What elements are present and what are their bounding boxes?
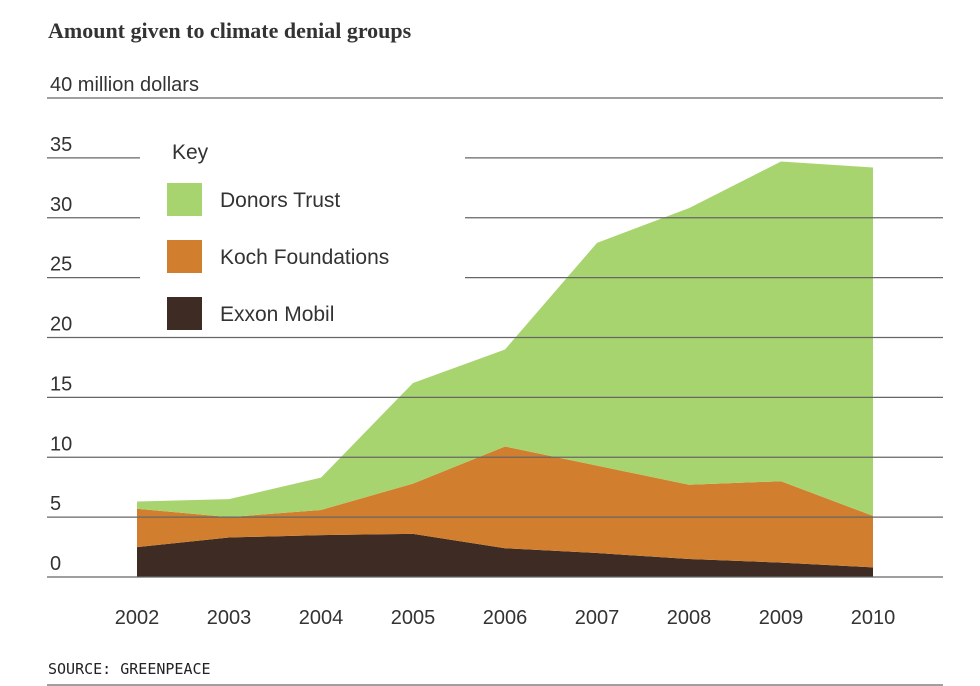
legend-title: Key (172, 141, 209, 164)
source: SOURCE: GREENPEACE (48, 660, 211, 678)
x-tick-label: 2010 (851, 607, 896, 629)
x-tick-label: 2005 (391, 607, 436, 629)
y-tick-label: 30 (50, 194, 72, 216)
area (137, 161, 873, 518)
x-tick-label: 2002 (115, 607, 160, 629)
area (137, 533, 873, 577)
legend-swatch (167, 183, 202, 216)
y-tick-label: 0 (50, 553, 61, 575)
legend-label: Koch Foundations (220, 246, 389, 269)
x-tick-label: 2009 (759, 607, 804, 629)
y-tick-label: 15 (50, 373, 72, 395)
y-tick-label: 35 (50, 134, 72, 156)
legend-swatch (167, 240, 202, 273)
x-tick-label: 2004 (299, 607, 344, 629)
x-tick-label: 2007 (575, 607, 620, 629)
x-tick-label: 2003 (207, 607, 252, 629)
y-tick-label: 20 (50, 314, 72, 336)
area (137, 446, 873, 568)
y-tick-label: 5 (50, 493, 61, 515)
x-tick-label: 2008 (667, 607, 712, 629)
legend-label: Donors Trust (220, 189, 340, 212)
legend-swatch (167, 297, 202, 330)
y-tick-label: 10 (50, 433, 72, 455)
x-tick-label: 2006 (483, 607, 528, 629)
y-tick-label: 40 million dollars (50, 74, 199, 96)
y-tick-label: 25 (50, 254, 72, 276)
legend-label: Exxon Mobil (220, 303, 334, 326)
chart-title: Amount given to climate denial groups (48, 18, 412, 43)
